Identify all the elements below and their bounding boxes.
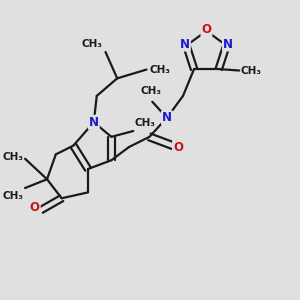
Text: N: N bbox=[162, 111, 172, 124]
Text: CH₃: CH₃ bbox=[3, 152, 24, 162]
Text: CH₃: CH₃ bbox=[241, 65, 262, 76]
Text: CH₃: CH₃ bbox=[140, 86, 161, 97]
Text: O: O bbox=[30, 200, 40, 214]
Text: CH₃: CH₃ bbox=[3, 191, 24, 201]
Text: CH₃: CH₃ bbox=[135, 118, 156, 128]
Text: CH₃: CH₃ bbox=[82, 39, 103, 49]
Text: CH₃: CH₃ bbox=[149, 64, 170, 75]
Text: O: O bbox=[201, 23, 212, 36]
Text: O: O bbox=[173, 141, 183, 154]
Text: N: N bbox=[89, 116, 99, 129]
Text: N: N bbox=[223, 38, 233, 51]
Text: N: N bbox=[180, 38, 190, 51]
